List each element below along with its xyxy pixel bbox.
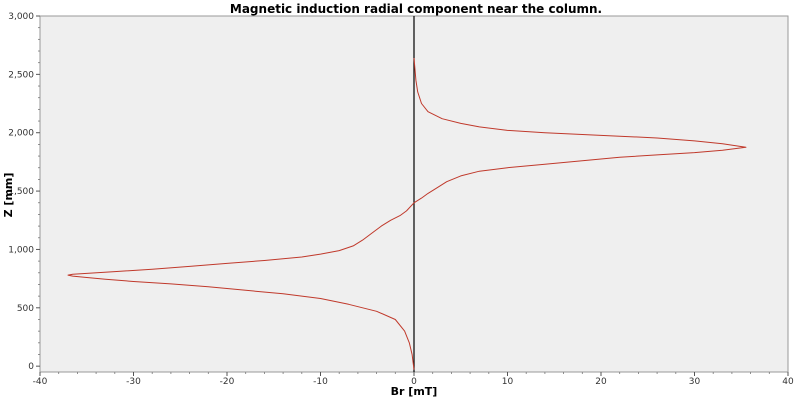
x-tick-label: 20 bbox=[595, 377, 607, 387]
y-axis-ticks: 0 500 1,000 1,500 2,000 2,500 3,000 bbox=[8, 12, 40, 372]
x-axis-ticks: -40 -30 -20 -10 0 10 20 30 40 bbox=[33, 372, 794, 387]
series-line bbox=[67, 57, 747, 370]
x-tick-label: -10 bbox=[313, 377, 328, 387]
y-tick-label: 3,000 bbox=[8, 12, 34, 22]
y-tick-label: 500 bbox=[17, 304, 34, 314]
x-tick-label: 40 bbox=[782, 377, 794, 387]
y-tick-label: 1,000 bbox=[8, 245, 34, 255]
x-tick-label: 10 bbox=[502, 377, 514, 387]
y-tick-label: 1,500 bbox=[8, 187, 34, 197]
y-tick-label: 0 bbox=[28, 362, 34, 372]
y-tick-label: 2,500 bbox=[8, 70, 34, 80]
x-tick-label: -20 bbox=[220, 377, 235, 387]
x-tick-label: 0 bbox=[411, 377, 417, 387]
y-axis-label: Z [mm] bbox=[2, 173, 15, 218]
minor-ticks bbox=[38, 27, 770, 374]
y-tick-label: 2,000 bbox=[8, 129, 34, 139]
x-tick-label: -30 bbox=[126, 377, 141, 387]
x-axis-label: Br [mT] bbox=[391, 385, 438, 398]
chart-title: Magnetic induction radial component near… bbox=[230, 2, 602, 16]
x-tick-label: 30 bbox=[689, 377, 701, 387]
x-tick-label: -40 bbox=[33, 377, 48, 387]
